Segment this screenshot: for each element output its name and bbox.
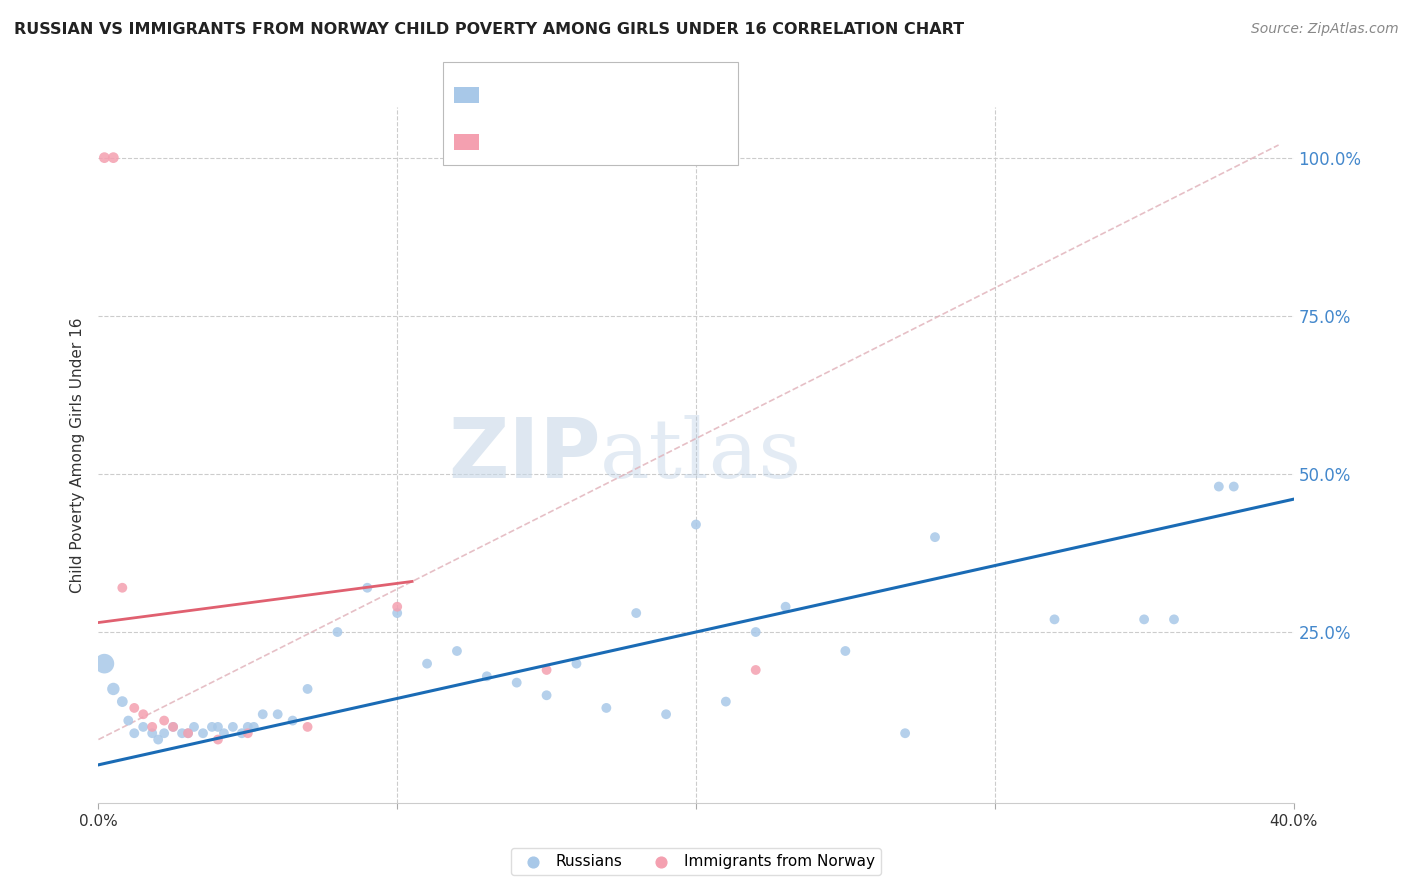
Point (745, 663, 768, 677)
Point (281, 714, 304, 728)
Point (103, 681, 125, 696)
Point (1133, 612, 1156, 626)
Point (506, 675, 529, 690)
Point (141, 726, 163, 740)
Text: ZIP: ZIP (449, 415, 600, 495)
Point (775, 599, 797, 614)
Point (191, 726, 214, 740)
Point (894, 726, 917, 740)
Point (1223, 479, 1246, 493)
Point (297, 681, 319, 696)
Point (252, 707, 274, 722)
Point (153, 726, 176, 740)
Text: RUSSIAN VS IMMIGRANTS FROM NORWAY CHILD POVERTY AMONG GIRLS UNDER 16 CORRELATION: RUSSIAN VS IMMIGRANTS FROM NORWAY CHILD … (14, 22, 965, 37)
Legend: Russians, Immigrants from Norway: Russians, Immigrants from Norway (512, 848, 880, 875)
Point (475, 669, 498, 683)
Point (565, 657, 588, 671)
Text: Source: ZipAtlas.com: Source: ZipAtlas.com (1251, 22, 1399, 37)
Point (183, 720, 205, 734)
Point (177, 726, 200, 740)
Point (356, 581, 378, 595)
Point (141, 720, 163, 734)
Point (132, 720, 155, 734)
Point (385, 599, 409, 614)
Point (132, 707, 155, 722)
Point (1043, 612, 1066, 626)
Point (153, 714, 176, 728)
Point (162, 720, 184, 734)
Point (124, 726, 146, 740)
Point (207, 720, 229, 734)
Y-axis label: Child Poverty Among Girls Under 16: Child Poverty Among Girls Under 16 (69, 318, 84, 592)
Point (655, 707, 678, 722)
Point (745, 625, 768, 640)
Point (236, 726, 259, 740)
Point (1163, 612, 1185, 626)
Point (267, 707, 290, 722)
Point (231, 726, 253, 740)
Point (536, 663, 558, 677)
Point (834, 644, 856, 658)
Point (207, 732, 229, 747)
Point (595, 701, 617, 715)
Point (201, 720, 224, 734)
Point (124, 701, 146, 715)
Point (1208, 479, 1230, 493)
Point (177, 726, 200, 740)
Point (212, 726, 235, 740)
Point (93, 657, 115, 671)
Point (236, 720, 259, 734)
Point (93, 151, 115, 165)
Point (103, 151, 125, 165)
Text: R = 0.549    N = 49: R = 0.549 N = 49 (491, 87, 652, 104)
Point (243, 720, 266, 734)
Point (924, 530, 946, 544)
Point (326, 625, 349, 640)
Point (536, 688, 558, 702)
Point (172, 726, 194, 740)
Point (117, 714, 139, 728)
Point (148, 732, 170, 747)
Point (111, 581, 134, 595)
Point (385, 606, 409, 620)
Text: atlas: atlas (600, 415, 803, 495)
Point (714, 695, 737, 709)
Point (624, 606, 647, 620)
Point (685, 517, 707, 532)
Point (222, 720, 245, 734)
Point (416, 657, 439, 671)
Point (297, 720, 319, 734)
Point (111, 695, 134, 709)
Point (446, 644, 468, 658)
Text: R = 0.071    N = 15: R = 0.071 N = 15 (491, 134, 652, 152)
Point (162, 720, 184, 734)
